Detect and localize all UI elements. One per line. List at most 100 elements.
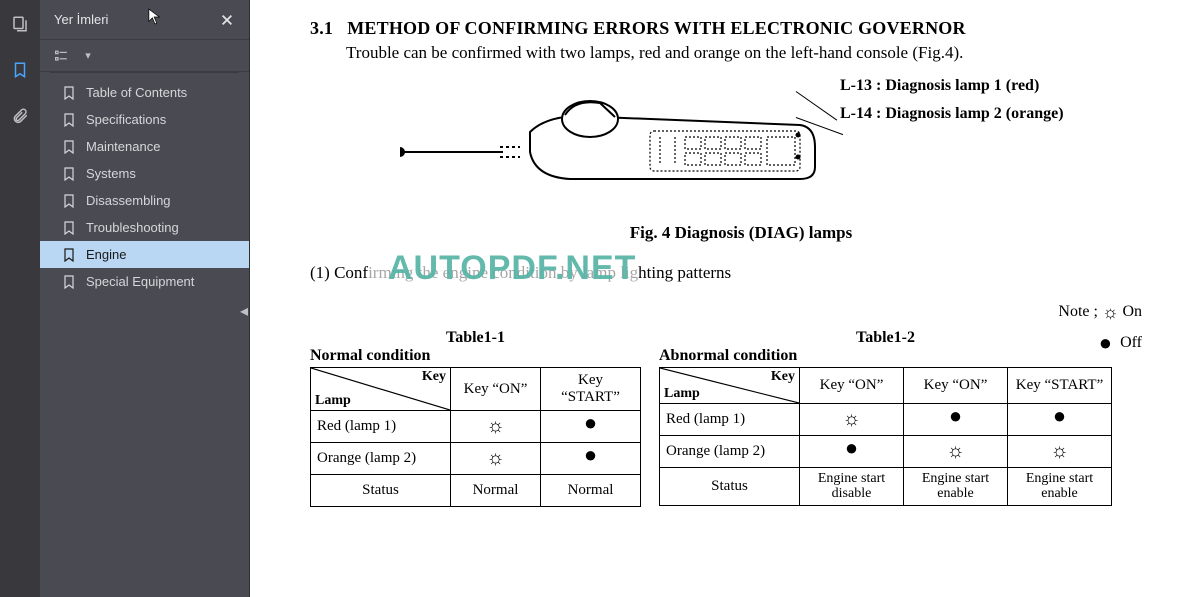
col-header: Key “ON”	[451, 368, 541, 411]
cell: ☼	[451, 411, 541, 443]
bookmark-list: Table of Contents Specifications Mainten…	[40, 73, 249, 301]
row-label: Orange (lamp 2)	[660, 436, 800, 468]
dot-icon: ●	[584, 442, 597, 467]
cell: ●	[541, 411, 641, 443]
bookmark-label: Disassembling	[86, 193, 171, 208]
mouse-cursor-icon	[148, 8, 162, 31]
table-title: Table1-1	[310, 329, 641, 347]
cell: ●	[904, 404, 1008, 436]
dot-icon: ●	[1053, 403, 1066, 428]
bookmark-label: Table of Contents	[86, 85, 187, 100]
bookmark-item-special[interactable]: Special Equipment	[40, 268, 249, 295]
dot-icon: ●	[845, 435, 858, 460]
bookmark-label: Specifications	[86, 112, 166, 127]
thumbnails-icon[interactable]	[4, 8, 36, 40]
cell: ●	[1008, 404, 1112, 436]
bookmark-label: Maintenance	[86, 139, 160, 154]
collapse-handle-icon[interactable]: ◂	[238, 300, 250, 322]
dot-icon: ●	[584, 410, 597, 435]
sun-icon: ☼	[486, 447, 504, 469]
bookmarks-panel: Yer İmleri ▾ Table of Contents Specifica…	[40, 0, 250, 597]
bookmark-label: Special Equipment	[86, 274, 194, 289]
status-cell: Engine start enable	[904, 468, 1008, 506]
sun-icon: ☼	[1050, 440, 1068, 462]
watermark: AUTOPDF.NET	[388, 249, 636, 288]
table-1-2: Key Lamp Key “ON” Key “ON” Key “START” R…	[659, 367, 1112, 506]
bookmark-icon	[62, 248, 76, 262]
dropdown-icon[interactable]: ▾	[78, 46, 98, 66]
sun-icon: ☼	[486, 415, 504, 437]
console-device-illustration	[400, 97, 820, 197]
cell: ●	[541, 443, 641, 475]
bookmark-item-troubleshooting[interactable]: Troubleshooting	[40, 214, 249, 241]
cell: ☼	[1008, 436, 1112, 468]
left-rail	[0, 0, 40, 597]
col-header: Key “ON”	[800, 368, 904, 404]
bookmark-item-disassembling[interactable]: Disassembling	[40, 187, 249, 214]
col-header: Key “START”	[1008, 368, 1112, 404]
bookmark-icon	[62, 221, 76, 235]
bookmark-item-systems[interactable]: Systems	[40, 160, 249, 187]
key-lamp-header: Key Lamp	[311, 368, 451, 411]
bookmark-icon	[62, 86, 76, 100]
table-1-2-block: Table1-2 Abnormal condition Key Lamp Key…	[659, 329, 1112, 507]
bookmark-label: Systems	[86, 166, 136, 181]
cell: ☼	[451, 443, 541, 475]
status-label: Status	[660, 468, 800, 506]
row-label: Red (lamp 1)	[660, 404, 800, 436]
figure-4: L-13 : Diagnosis lamp 1 (red) L-14 : Dia…	[310, 77, 1172, 217]
bookmark-icon	[62, 167, 76, 181]
row-label: Orange (lamp 2)	[311, 443, 451, 475]
paragraph-1-row: (1) Confirming the engine condition by l…	[310, 261, 1172, 291]
sun-icon: ☼	[842, 408, 860, 430]
sun-icon: ☼	[946, 440, 964, 462]
bookmark-icon	[62, 194, 76, 208]
attachments-icon[interactable]	[4, 100, 36, 132]
sidebar-toolbar: ▾	[40, 40, 249, 72]
bookmark-item-specs[interactable]: Specifications	[40, 106, 249, 133]
section-number: 3.1	[310, 18, 333, 38]
bookmark-item-engine[interactable]: Engine	[40, 241, 249, 268]
bookmark-item-toc[interactable]: Table of Contents	[40, 79, 249, 106]
sidebar-header: Yer İmleri	[40, 0, 249, 40]
section-intro: Trouble can be confirmed with two lamps,…	[346, 43, 1172, 63]
status-cell: Normal	[451, 475, 541, 507]
cell: ☼	[904, 436, 1008, 468]
bookmark-icon	[62, 140, 76, 154]
status-label: Status	[311, 475, 451, 507]
cell: ☼	[800, 404, 904, 436]
callout-text: L-13 : Diagnosis lamp 1 (red)	[840, 77, 1039, 94]
callout-l13: L-13 : Diagnosis lamp 1 (red)	[840, 77, 1039, 95]
bookmarks-icon[interactable]	[4, 54, 36, 86]
status-cell: Engine start disable	[800, 468, 904, 506]
sun-icon: ☼	[1102, 302, 1119, 322]
cell: ●	[800, 436, 904, 468]
table-condition: Abnormal condition	[659, 347, 1112, 365]
status-cell: Normal	[541, 475, 641, 507]
callout-l14: L-14 : Diagnosis lamp 2 (orange)	[840, 105, 1064, 123]
tables-row: Table1-1 Normal condition Key Lamp Key “…	[310, 329, 1172, 507]
document-page: 3.1 METHOD OF CONFIRMING ERRORS WITH ELE…	[250, 0, 1200, 597]
close-icon[interactable]	[215, 8, 239, 32]
table-1-1: Key Lamp Key “ON” Key “START” Red (lamp …	[310, 367, 641, 507]
key-lamp-header: Key Lamp	[660, 368, 800, 404]
bookmark-item-maintenance[interactable]: Maintenance	[40, 133, 249, 160]
section-heading: 3.1 METHOD OF CONFIRMING ERRORS WITH ELE…	[310, 18, 1172, 39]
table-1-1-block: Table1-1 Normal condition Key Lamp Key “…	[310, 329, 641, 507]
col-header: Key “ON”	[904, 368, 1008, 404]
section-title: METHOD OF CONFIRMING ERRORS WITH ELECTRO…	[347, 18, 965, 38]
bookmark-icon	[62, 275, 76, 289]
callout-text: L-14 : Diagnosis lamp 2 (orange)	[840, 105, 1064, 122]
note-on: On	[1122, 303, 1142, 320]
note-off: Off	[1120, 334, 1142, 351]
figure-caption: Fig. 4 Diagnosis (DIAG) lamps	[310, 223, 1172, 243]
dot-icon: ●	[949, 403, 962, 428]
table-condition: Normal condition	[310, 347, 641, 365]
bookmark-label: Engine	[86, 247, 126, 262]
bookmark-label: Troubleshooting	[86, 220, 179, 235]
note-label: Note ;	[1058, 303, 1098, 320]
bookmark-icon	[62, 113, 76, 127]
col-header: Key “START”	[541, 368, 641, 411]
sidebar-title: Yer İmleri	[54, 12, 215, 27]
outline-options-icon[interactable]	[52, 46, 72, 66]
